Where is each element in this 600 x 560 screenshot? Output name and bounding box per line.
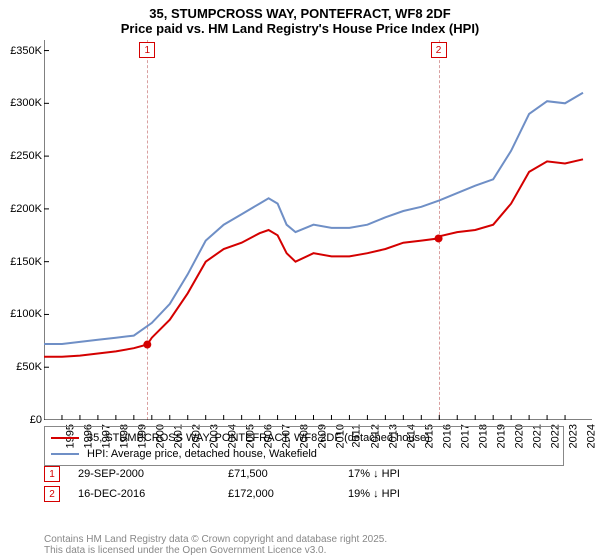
title-block: 35, STUMPCROSS WAY, PONTEFRACT, WF8 2DF … [0,0,600,36]
y-tick-label: £50K [16,361,42,373]
footer-line1: Contains HM Land Registry data © Crown c… [44,534,387,545]
title-line1: 35, STUMPCROSS WAY, PONTEFRACT, WF8 2DF [0,6,600,21]
x-tick-label: 2023 [568,424,580,448]
marker-date-1: 29-SEP-2000 [78,468,228,480]
y-tick-label: £300K [10,97,42,109]
marker-row-2: 2 16-DEC-2016 £172,000 19% ↓ HPI [44,486,574,502]
footer: Contains HM Land Registry data © Crown c… [44,534,387,556]
chart-area: 12 £0£50K£100K£150K£200K£250K£300K£350K1… [0,40,600,420]
marker-chart-badge-2: 2 [431,42,447,58]
x-tick-label: 2024 [586,424,598,448]
marker-price-1: £71,500 [228,468,348,480]
legend-row-hpi: HPI: Average price, detached house, Wake… [51,446,557,462]
title-line2: Price paid vs. HM Land Registry's House … [0,21,600,36]
marker-hpi-1: 17% ↓ HPI [348,468,400,480]
y-tick-label: £250K [10,150,42,162]
marker-badge-2: 2 [44,486,60,502]
legend-label-price: 35, STUMPCROSS WAY, PONTEFRACT, WF8 2DF … [87,432,430,444]
marker-date-2: 16-DEC-2016 [78,488,228,500]
series-price_paid [44,159,583,356]
footer-line2: This data is licensed under the Open Gov… [44,545,387,556]
marker-row-1: 1 29-SEP-2000 £71,500 17% ↓ HPI [44,466,574,482]
marker-badge-1: 1 [44,466,60,482]
legend-swatch-price [51,437,79,439]
plot-area: 12 [44,40,592,420]
y-tick-label: £150K [10,256,42,268]
marker-price-2: £172,000 [228,488,348,500]
line-series [44,40,592,420]
y-tick-label: £0 [30,414,42,426]
marker-hpi-2: 19% ↓ HPI [348,488,400,500]
chart-container: 35, STUMPCROSS WAY, PONTEFRACT, WF8 2DF … [0,0,600,560]
series-hpi [44,93,583,344]
legend-swatch-hpi [51,453,79,455]
legend: 35, STUMPCROSS WAY, PONTEFRACT, WF8 2DF … [44,426,564,466]
legend-label-hpi: HPI: Average price, detached house, Wake… [87,448,317,460]
y-tick-label: £100K [10,308,42,320]
marker-chart-badge-1: 1 [139,42,155,58]
y-tick-label: £200K [10,203,42,215]
y-tick-label: £350K [10,45,42,57]
legend-row-price: 35, STUMPCROSS WAY, PONTEFRACT, WF8 2DF … [51,430,557,446]
